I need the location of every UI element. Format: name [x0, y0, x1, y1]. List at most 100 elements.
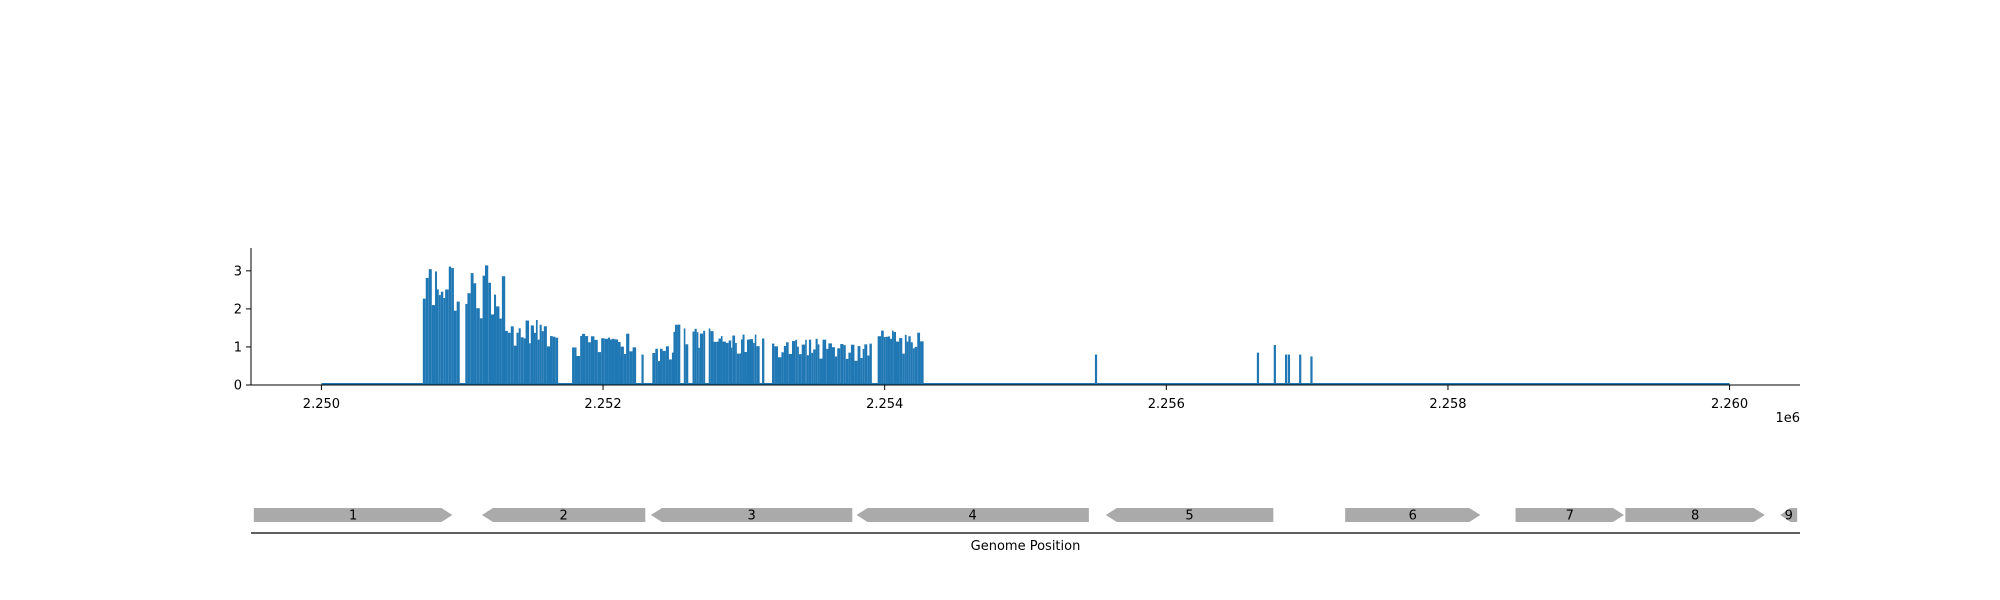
- coverage-bar: [896, 341, 900, 385]
- coverage-bar: [788, 353, 792, 385]
- coverage-bar: [685, 344, 689, 385]
- coverage-bar: [572, 347, 575, 385]
- gene-arrow: [1780, 508, 1798, 522]
- coverage-bar: [777, 357, 782, 385]
- x-axis-ticks: 2.250 2.252 2.254 2.256 2.258 2.260: [303, 385, 1748, 412]
- coverage-bar: [883, 336, 886, 385]
- x-tick-label: 2.258: [1429, 397, 1466, 412]
- coverage-bar: [904, 334, 907, 385]
- coverage-bar: [867, 355, 870, 385]
- coverage-bar: [496, 306, 500, 385]
- gene-arrow: [1105, 508, 1274, 522]
- coverage-bar: [479, 318, 483, 385]
- coverage-bar: [520, 337, 524, 385]
- coverage-bar: [729, 347, 733, 385]
- coverage-bar: [490, 314, 495, 385]
- coverage-bar: [815, 338, 818, 385]
- x-tick-label: 2.256: [1148, 397, 1185, 412]
- coverage-bar: [641, 354, 644, 385]
- coverage-bar: [1094, 354, 1098, 385]
- coverage-bar: [716, 341, 719, 385]
- coverage-bar: [537, 339, 540, 385]
- gene-label: 1: [349, 509, 357, 524]
- coverage-bar: [585, 336, 589, 385]
- coverage-bar: [725, 342, 729, 385]
- gene-arrow: [650, 508, 853, 522]
- coverage-bar: [683, 328, 686, 385]
- coverage-bar: [673, 331, 676, 385]
- coverage-bar: [703, 330, 706, 385]
- coverage-bar: [445, 289, 449, 385]
- coverage-bar: [529, 343, 531, 385]
- coverage-bar: [611, 338, 615, 385]
- coverage-bar: [552, 336, 556, 385]
- coverage-bar: [822, 339, 827, 385]
- coverage-bar: [499, 318, 502, 385]
- x-axis-offset-label: 1e6: [1775, 411, 1800, 426]
- gene-label: 9: [1785, 509, 1793, 524]
- coverage-bar: [692, 331, 695, 385]
- coverage-bar: [541, 331, 544, 385]
- coverage-bar: [890, 338, 893, 385]
- x-tick-label: 2.254: [866, 397, 903, 412]
- x-tick-label: 2.260: [1711, 397, 1748, 412]
- coverage-bar: [914, 346, 918, 385]
- coverage-bar: [523, 338, 526, 385]
- coverage-bar: [828, 343, 832, 385]
- coverage-bar: [920, 341, 924, 385]
- coverage-bar: [917, 332, 921, 385]
- coverage-bar: [877, 336, 882, 385]
- coverage-bar: [525, 320, 530, 385]
- coverage-bar: [848, 352, 851, 385]
- coverage-bar: [494, 294, 497, 385]
- coverage-bar: [431, 305, 436, 385]
- coverage-bar: [902, 353, 905, 385]
- coverage-bar: [742, 334, 745, 385]
- coverage-bar: [604, 338, 609, 385]
- coverage-bar: [746, 339, 750, 385]
- coverage-bar: [843, 345, 846, 385]
- coverage-bar: [609, 339, 612, 385]
- gene-arrow: [481, 508, 646, 522]
- gene-arrow: [1625, 508, 1765, 522]
- coverage-bar: [834, 356, 838, 385]
- coverage-bar: [597, 352, 602, 385]
- coverage-plot: 2.250 2.252 2.254 2.256 2.258 2.260 0 1 2 3 1e6: [234, 248, 1800, 426]
- coverage-bar: [811, 352, 814, 385]
- coverage-bar: [908, 336, 911, 385]
- coverage-bar: [470, 273, 474, 385]
- coverage-bar: [698, 347, 700, 385]
- coverage-bar: [448, 266, 452, 385]
- coverage-bar: [626, 333, 630, 385]
- gene-label: 3: [747, 509, 755, 524]
- coverage-bar: [899, 338, 903, 385]
- coverage-bar: [892, 330, 894, 385]
- coverage-bar: [510, 326, 514, 385]
- coverage-bar: [630, 358, 633, 385]
- coverage-bar: [467, 293, 471, 385]
- coverage-bar: [735, 342, 737, 385]
- coverage-bar: [465, 303, 468, 385]
- coverage-bar: [580, 335, 583, 385]
- coverage-bar: [797, 346, 799, 385]
- coverage-bar: [501, 276, 506, 385]
- coverage-bar: [513, 345, 517, 385]
- coverage-bars: [422, 265, 1313, 385]
- coverage-bar: [845, 358, 849, 385]
- coverage-bar: [675, 324, 678, 385]
- coverage-bar: [608, 337, 610, 385]
- coverage-bar: [713, 341, 717, 385]
- coverage-bar: [539, 324, 542, 385]
- x-tick-label: 2.252: [584, 397, 621, 412]
- coverage-bar: [594, 339, 598, 385]
- y-tick-label: 1: [234, 340, 242, 355]
- gene-arrow: [1345, 508, 1481, 522]
- coverage-bar: [869, 343, 872, 385]
- coverage-bar: [696, 332, 699, 385]
- coverage-bar: [660, 348, 663, 385]
- coverage-bar: [1299, 354, 1302, 385]
- coverage-bar: [451, 268, 454, 385]
- coverage-bar: [1273, 345, 1276, 385]
- y-axis-ticks: 0 1 2 3: [234, 264, 251, 394]
- coverage-bar: [428, 269, 432, 385]
